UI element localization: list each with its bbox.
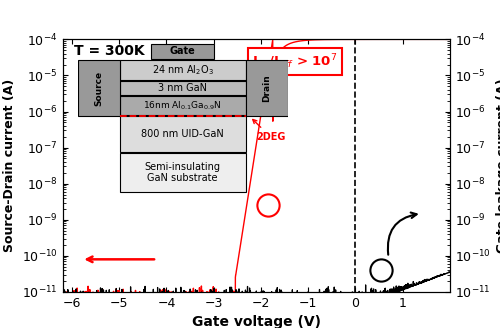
Text: Semi-insulating
GaN substrate: Semi-insulating GaN substrate (144, 162, 220, 183)
FancyBboxPatch shape (151, 44, 214, 59)
X-axis label: Gate voltage (V): Gate voltage (V) (192, 315, 321, 328)
Text: Drain: Drain (262, 74, 271, 102)
Text: 16nm Al$_{0.1}$Ga$_{0.9}$N: 16nm Al$_{0.1}$Ga$_{0.9}$N (143, 99, 222, 112)
FancyBboxPatch shape (120, 60, 246, 80)
Text: 2DEG: 2DEG (253, 119, 286, 142)
Text: Gate: Gate (170, 47, 196, 56)
Text: 3 nm GaN: 3 nm GaN (158, 83, 207, 93)
Y-axis label: Source-Drain current (A): Source-Drain current (A) (3, 79, 16, 252)
FancyBboxPatch shape (246, 60, 288, 116)
FancyBboxPatch shape (120, 96, 246, 115)
FancyBboxPatch shape (120, 81, 246, 95)
Text: 24 nm Al$_2$O$_3$: 24 nm Al$_2$O$_3$ (152, 63, 214, 77)
FancyBboxPatch shape (120, 116, 246, 152)
FancyBboxPatch shape (120, 153, 246, 192)
Text: I$_{on}$/I$_{off}$ > 10$^7$: I$_{on}$/I$_{off}$ > 10$^7$ (252, 52, 338, 71)
FancyBboxPatch shape (78, 60, 120, 116)
Text: 800 nm UID-GaN: 800 nm UID-GaN (141, 129, 224, 139)
Text: Source: Source (94, 71, 103, 106)
Text: T = 300K: T = 300K (74, 44, 145, 58)
Y-axis label: Gate leakage current (A): Gate leakage current (A) (496, 78, 500, 253)
